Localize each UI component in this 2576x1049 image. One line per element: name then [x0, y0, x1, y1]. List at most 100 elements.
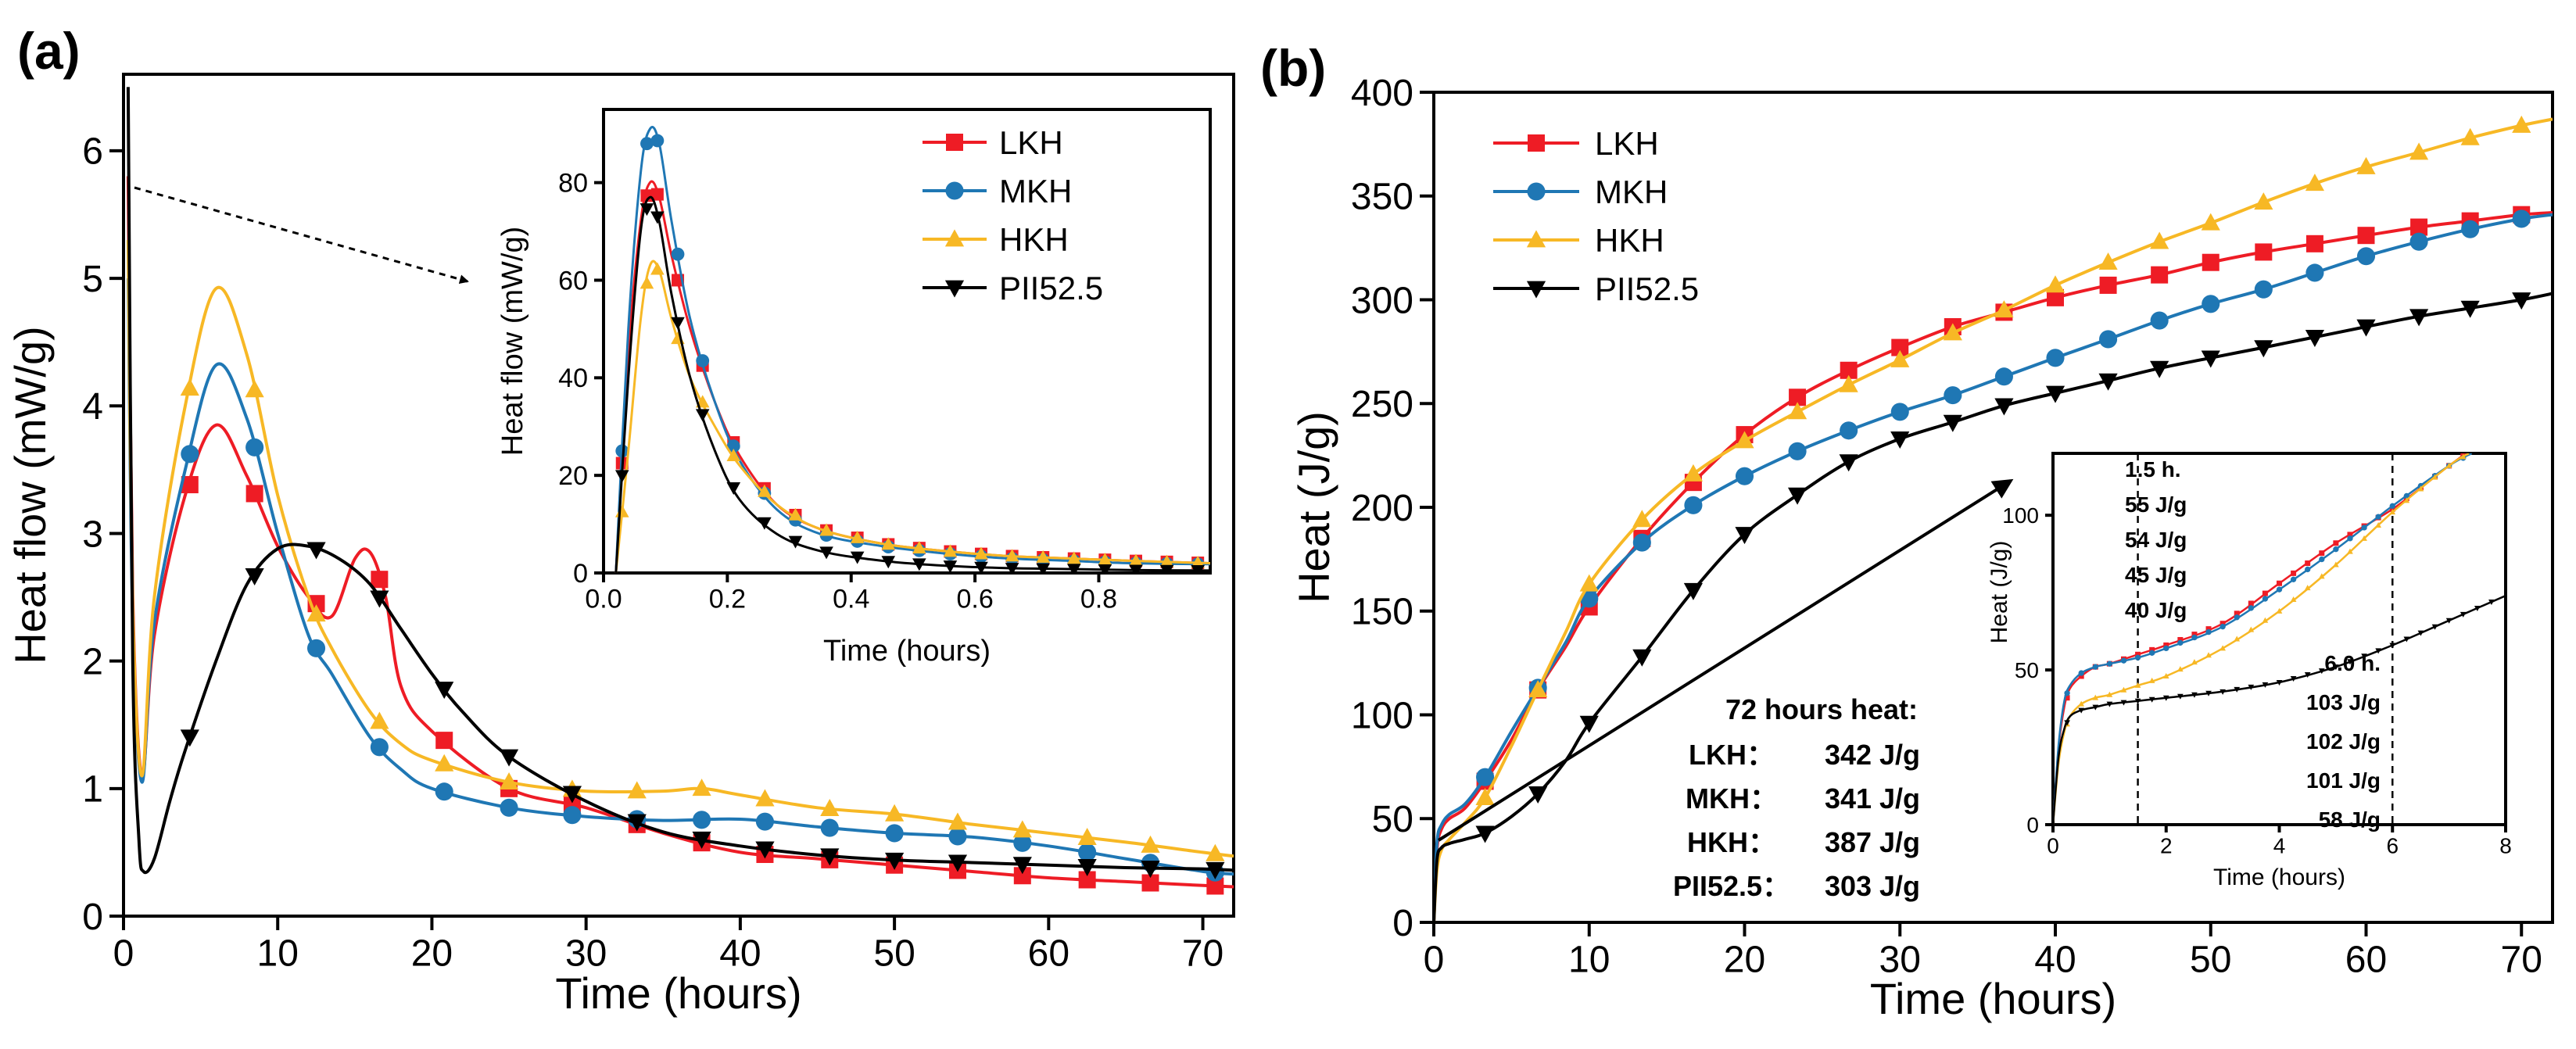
b-inset-marker-hkh — [2177, 666, 2184, 672]
b-inset-marker-hkh — [2333, 561, 2339, 567]
a-marker-pii52-5 — [245, 567, 264, 585]
b-marker-lkh — [1789, 388, 1807, 406]
b-inset-marker-pii52-5 — [2403, 636, 2410, 643]
b-marker-lkh — [2047, 288, 2064, 306]
a-marker-pii52-5 — [627, 814, 647, 832]
b-marker-pii52-5 — [2098, 373, 2118, 391]
b-inset-marker-hkh — [2148, 677, 2155, 683]
a-inset-y-tick-label: 60 — [558, 266, 588, 295]
b-marker-pii52-5 — [2045, 385, 2065, 403]
b-inset-background — [2051, 452, 2507, 826]
a-inset-y-axis-title: Heat flow (mW/g) — [496, 227, 529, 456]
b-inset-x-tick-label: 4 — [2273, 834, 2286, 858]
a-inset-y-tick-label: 20 — [558, 461, 588, 491]
a-inset-marker-hkh — [650, 262, 665, 275]
b-inset-y-tick-label: 0 — [2026, 813, 2039, 837]
b-marker-pii52-5 — [1839, 454, 1858, 472]
b-inset-marker-mkh — [2078, 670, 2084, 676]
b-inset-annot-left: 55 J/g — [2125, 492, 2187, 517]
b-inset-marker-mkh — [2319, 556, 2325, 563]
b-annotation-label: MKH： — [1686, 782, 1778, 814]
a-inset-marker-pii52-5 — [640, 203, 654, 217]
a-inset-x-tick-label: 0.4 — [833, 584, 869, 614]
a-marker-hkh — [692, 779, 711, 797]
a-marker-pii52-5 — [1012, 857, 1032, 875]
panel-a: (a) 0 10 20 30 40 50 60 70 0 1 2 3 4 5 6 Time (hours) Hea… — [5, 22, 1235, 1018]
b-inset-marker-hkh — [2248, 626, 2255, 632]
b-inset-x-tick-label: 6 — [2386, 834, 2399, 858]
b-marker-pii52-5 — [2512, 292, 2531, 310]
b-inset-marker-hkh — [2431, 474, 2438, 480]
b-inset-marker-mkh — [2262, 596, 2269, 602]
b-inset-marker-lkh — [2333, 540, 2339, 546]
a-marker-hkh — [499, 772, 519, 790]
a-marker-pii52-5 — [820, 848, 840, 866]
b-inset-annot-right: 101 J/g — [2306, 768, 2381, 793]
b-annotation-value: 387 J/g — [1825, 826, 1920, 858]
b-inset-marker-pii52-5 — [2162, 695, 2169, 701]
b-marker-hkh — [2201, 213, 2220, 231]
a-x-tick-label: 0 — [113, 933, 134, 975]
b-annotation-value: 341 J/g — [1825, 782, 1920, 814]
a-marker-lkh — [181, 476, 199, 494]
b-annotation-title: 72 hours heat: — [1725, 693, 1918, 725]
b-marker-mkh — [2409, 232, 2428, 251]
b-annotation-label: PII52.5： — [1673, 870, 1790, 902]
b-inset-marker-pii52-5 — [2304, 672, 2311, 678]
a-marker-lkh — [371, 571, 389, 589]
b-marker-lkh — [2202, 253, 2220, 271]
a-inset-marker-mkh — [615, 444, 629, 458]
b-inset-marker-hkh — [2290, 596, 2297, 603]
b-inset-marker-hkh — [2191, 659, 2198, 665]
b-inset-marker-pii52-5 — [2431, 624, 2438, 630]
a-legend-label-pii52-5: PII52.5 — [999, 270, 1103, 306]
b-inset-marker-pii52-5 — [2248, 684, 2255, 690]
a-inset-marker-pii52-5 — [881, 556, 896, 569]
b-marker-hkh — [1528, 679, 1548, 697]
a-legend-label-mkh: MKH — [999, 173, 1072, 209]
b-marker-hkh — [2512, 115, 2531, 133]
a-inset-marker-pii52-5 — [1066, 564, 1081, 573]
b-inset-marker-lkh — [2220, 621, 2226, 627]
a-inset-x-tick-label: 0.0 — [585, 584, 622, 614]
b-x-tick-label: 20 — [1724, 940, 1765, 981]
b-inset-marker-mkh — [2290, 576, 2297, 582]
b-marker-pii52-5 — [1890, 431, 1910, 449]
b-marker-pii52-5 — [2409, 309, 2429, 327]
a-inset-marker-pii52-5 — [1036, 563, 1051, 573]
a-legend: LKH MKH HKH PII52.5 — [923, 124, 1103, 306]
b-marker-mkh — [2099, 330, 2118, 349]
b-marker-mkh — [1476, 768, 1495, 786]
b-y-tick-label: 100 — [1351, 695, 1413, 736]
a-x-tick-label: 60 — [1028, 933, 1069, 975]
a-inset-marker-hkh — [1159, 554, 1174, 567]
b-inset-marker-pii52-5 — [2134, 698, 2141, 704]
a-x-tick-label: 30 — [565, 933, 607, 975]
b-inset-marker-mkh — [2276, 586, 2283, 593]
a-inset-marker-pii52-5 — [650, 211, 665, 224]
a-marker-mkh — [885, 824, 904, 843]
b-inset-x-axis-title: Time (hours) — [2213, 865, 2345, 890]
b-marker-pii52-5 — [1787, 487, 1807, 505]
b-marker-lkh — [2357, 227, 2375, 245]
a-inset-marker-pii52-5 — [943, 560, 958, 573]
b-inset-marker-mkh — [2375, 514, 2381, 520]
b-inset-marker-lkh — [2135, 651, 2141, 657]
a-inset-y-tick-label: 80 — [558, 169, 588, 199]
a-inset-marker-pii52-5 — [671, 317, 685, 330]
a-marker-mkh — [755, 812, 774, 831]
a-marker-hkh — [306, 604, 326, 622]
b-marker-hkh — [2305, 174, 2325, 192]
b-marker-hkh — [1735, 431, 1754, 449]
a-inset-marker-hkh — [974, 546, 988, 560]
b-series-hkh — [1434, 115, 2553, 922]
b-inset-marker-lkh — [2191, 632, 2198, 638]
a-y-axis-title: Heat flow (mW/g) — [5, 326, 55, 664]
a-marker-mkh — [563, 806, 582, 825]
a-marker-pii52-5 — [1206, 861, 1225, 879]
a-inset-x-axis-title: Time (hours) — [823, 635, 991, 668]
b-legend-label-pii52-5: PII52.5 — [1595, 270, 1699, 307]
a-marker-lkh — [435, 732, 453, 750]
b-legend-marker-hkh — [1526, 230, 1546, 248]
